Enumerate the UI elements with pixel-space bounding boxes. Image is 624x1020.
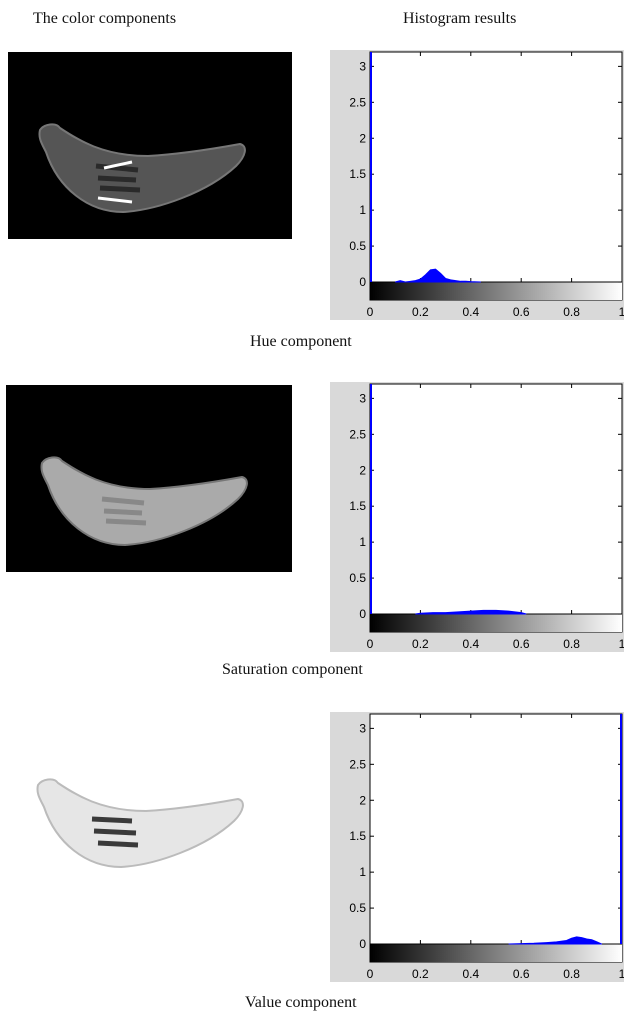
x-tick-label: 0.4: [462, 637, 479, 651]
header-right: Histogram results: [403, 10, 517, 27]
y-tick-label: 2: [359, 793, 366, 807]
histogram-series: [415, 609, 527, 615]
colorbar: [370, 944, 622, 962]
y-tick-label: 0: [359, 275, 366, 289]
y-tick-label: 1: [359, 865, 366, 879]
x-tick-label: 0: [367, 305, 374, 319]
x-tick-label: 0.4: [462, 305, 479, 319]
x-tick-label: 0.8: [563, 305, 580, 319]
banana-shape: [40, 456, 248, 547]
histogram-series: [395, 268, 481, 283]
histogram-series: [508, 936, 603, 945]
histogram-chart: 0 0.5 1 1.5 2 2.5 3 0 0.2 0.4 0.6 0.8 1: [330, 382, 624, 652]
plot-area: [369, 713, 623, 963]
caption-hue: Hue component: [250, 333, 352, 350]
y-tick-label: 2.5: [349, 427, 366, 441]
banana-marking: [91, 816, 139, 848]
y-tick-label: 1.5: [349, 167, 366, 181]
y-tick-label: 0.5: [349, 239, 366, 253]
x-tick-label: 0.2: [412, 967, 429, 981]
y-tick-label: 3: [359, 59, 366, 73]
plot-area: [369, 51, 623, 301]
y-tick-label: 0.5: [349, 901, 366, 915]
y-tick-label: 1.5: [349, 499, 366, 513]
caption-value: Value component: [245, 994, 357, 1011]
y-tick-label: 3: [359, 391, 366, 405]
x-tick-label: 0.8: [563, 967, 580, 981]
x-tick-label: 0.8: [563, 637, 580, 651]
x-tick-label: 0.2: [412, 305, 429, 319]
x-tick-label: 0.6: [513, 967, 530, 981]
caption-saturation: Saturation component: [222, 661, 363, 678]
x-tick-label: 1: [619, 305, 624, 319]
x-tick-label: 0.2: [412, 637, 429, 651]
y-tick-label: 0.5: [349, 571, 366, 585]
colorbar: [370, 282, 622, 300]
colorbar: [370, 614, 622, 632]
histogram-chart: 0 0.5 1 1.5 2 2.5 3 0 0.2 0.4 0.6 0.8 1: [330, 50, 624, 320]
y-tick-label: 2.5: [349, 757, 366, 771]
x-tick-label: 0: [367, 637, 374, 651]
y-tick-label: 1: [359, 535, 366, 549]
x-tick-label: 1: [619, 637, 624, 651]
hue-image: [8, 52, 292, 239]
banana-marking: [101, 496, 147, 526]
y-tick-label: 2: [359, 131, 366, 145]
y-tick-label: 3: [359, 721, 366, 735]
y-tick-label: 1: [359, 203, 366, 217]
y-tick-label: 2: [359, 463, 366, 477]
y-tick-label: 1.5: [349, 829, 366, 843]
banana-marking: [95, 163, 141, 193]
x-tick-label: 0.4: [462, 967, 479, 981]
x-tick-label: 0.6: [513, 637, 530, 651]
plot-area: [369, 383, 623, 633]
banana-shape: [36, 778, 244, 869]
histogram-chart: 0 0.5 1 1.5 2 2.5 3 0 0.2 0.4 0.6 0.8 1: [330, 712, 624, 982]
x-tick-label: 0: [367, 967, 374, 981]
x-tick-label: 0.6: [513, 305, 530, 319]
y-tick-label: 0: [359, 607, 366, 621]
value-image: [20, 755, 290, 875]
header-left: The color components: [33, 10, 177, 27]
saturation-image: [6, 385, 292, 572]
banana-highlight: [97, 160, 133, 204]
y-tick-label: 0: [359, 937, 366, 951]
x-tick-label: 1: [619, 967, 624, 981]
banana-shape: [38, 123, 246, 214]
y-tick-label: 2.5: [349, 95, 366, 109]
